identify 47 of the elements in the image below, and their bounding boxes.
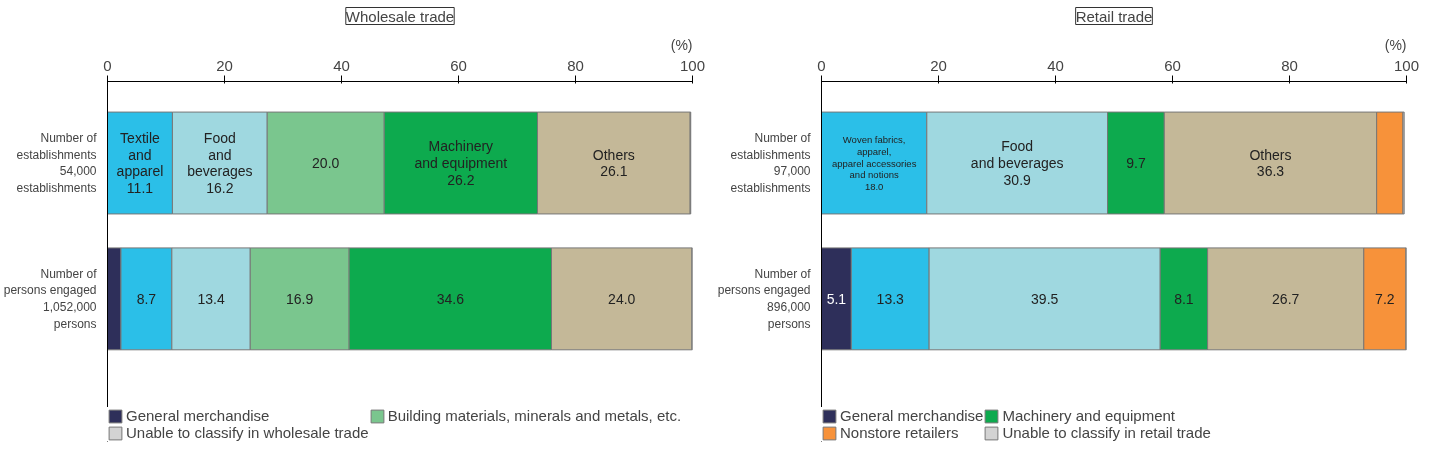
legend-label: General merchandise — [126, 407, 270, 424]
data-label: 34.6 — [436, 290, 465, 307]
x-tick-label: 20 — [216, 56, 233, 74]
data-label: 7.2 — [1375, 290, 1395, 307]
data-label: Machinery and equipment 26.2 — [414, 138, 508, 188]
data-label: 9.7 — [1126, 155, 1146, 172]
legend-label: Machinery and equipment — [1002, 407, 1176, 424]
x-tick-label: 40 — [1047, 56, 1064, 74]
legend-label: General merchandise — [840, 407, 984, 424]
x-tick-label: 80 — [1281, 56, 1298, 74]
chart-title: Wholesale trade — [345, 7, 455, 25]
y-tick-label: Number of persons engaged 896,000 persons — [717, 266, 812, 332]
y-tick-label: Number of persons engaged 1,052,000 persons — [3, 266, 98, 332]
legend-label: Unable to classify in wholesale trade — [126, 424, 369, 441]
legend-label: Unable to classify in retail trade — [1002, 424, 1211, 441]
legend-label: Nonstore retailers — [840, 424, 959, 441]
data-label: 16.9 — [286, 290, 314, 307]
data-label: 8.7 — [136, 290, 157, 307]
x-tick-label: 100 — [679, 56, 706, 74]
x-tick-label: 0 — [817, 56, 826, 74]
data-label: 26.7 — [1272, 290, 1300, 307]
data-label: Food and beverages 16.2 — [187, 129, 253, 197]
chart-title: Retail trade — [1075, 7, 1153, 25]
data-label: 13.3 — [876, 290, 905, 307]
x-tick-label: 60 — [1164, 56, 1181, 74]
data-label: 5.1 — [826, 290, 847, 307]
x-tick-label: 0 — [103, 56, 112, 74]
data-label: Others 26.1 — [592, 146, 635, 180]
x-axis-title: (%) — [1384, 36, 1407, 53]
data-label: 20.0 — [312, 155, 340, 172]
data-label: 13.4 — [197, 290, 225, 307]
data-label: Textile and apparel 11.1 — [116, 129, 164, 197]
legend-label: Building materials, minerals and metals, etc. — [387, 407, 682, 424]
x-tick-label: 80 — [567, 56, 584, 74]
data-label: 39.5 — [1031, 290, 1059, 307]
x-tick-label: 60 — [450, 56, 467, 74]
x-axis-title: (%) — [670, 36, 693, 53]
data-label: Food and beverages 30.9 — [970, 138, 1064, 188]
data-label: 8.1 — [1174, 290, 1194, 307]
data-label: 24.0 — [608, 290, 636, 307]
y-tick-label: Number of establishments 54,000 establishments — [16, 130, 98, 196]
x-tick-label: 100 — [1393, 56, 1420, 74]
x-tick-label: 20 — [930, 56, 947, 74]
data-label: Woven fabrics, apparel, apparel accessories and notions 18.0 — [831, 134, 917, 192]
data-label: Others 36.3 — [1249, 146, 1292, 180]
y-tick-label: Number of establishments 97,000 establishments — [730, 130, 812, 196]
x-tick-label: 40 — [333, 56, 350, 74]
